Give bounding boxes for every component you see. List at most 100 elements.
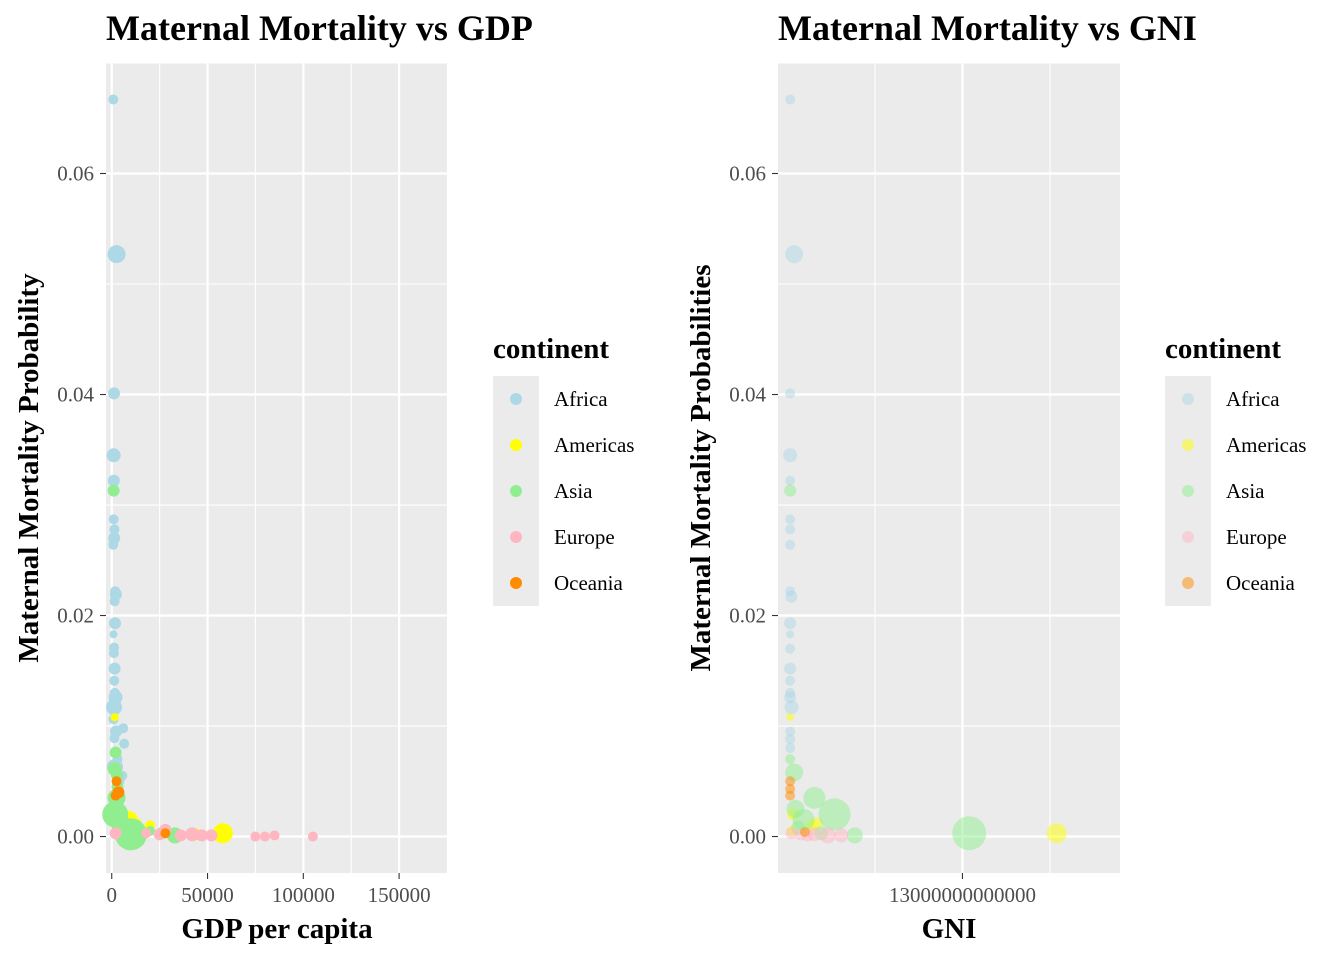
- data-point-africa: [119, 738, 130, 749]
- data-point-africa: [786, 630, 795, 639]
- legend-key-asia: [1182, 485, 1194, 497]
- data-point-africa: [785, 675, 796, 686]
- data-point-europe: [109, 827, 122, 840]
- legend: continent Africa Americas Asia Europe Oceani…: [493, 333, 634, 606]
- data-point-europe: [174, 829, 187, 842]
- legend: continent Africa Americas Asia Europe Oceani…: [1165, 333, 1306, 606]
- data-point-africa: [785, 245, 804, 264]
- legend-title: continent: [1165, 333, 1281, 365]
- data-point-africa: [109, 733, 120, 744]
- legend-key-europe: [1182, 531, 1194, 543]
- data-point-africa: [108, 648, 119, 659]
- data-point-asia: [112, 812, 127, 827]
- x-axis-title: GDP per capita: [181, 913, 373, 945]
- legend-key-asia: [510, 485, 522, 497]
- x-axis-title: GNI: [922, 913, 977, 945]
- legend-label-europe: Europe: [1226, 525, 1287, 549]
- data-point-africa: [785, 643, 796, 654]
- data-point-europe: [269, 830, 280, 841]
- data-point-oceania: [160, 828, 171, 839]
- data-point-africa: [785, 743, 796, 754]
- data-point-asia: [803, 786, 826, 809]
- y-tick-label: 0.06: [57, 162, 94, 186]
- x-tick-label: 50000: [181, 883, 234, 907]
- legend-label-oceania: Oceania: [1226, 571, 1295, 595]
- data-point-africa: [108, 94, 119, 105]
- legend-key-oceania: [510, 577, 522, 589]
- data-point-africa: [785, 475, 796, 486]
- legend-label-europe: Europe: [554, 525, 615, 549]
- data-point-africa: [109, 524, 120, 535]
- data-point-asia: [784, 484, 797, 497]
- data-point-americas: [786, 713, 795, 722]
- data-point-africa: [785, 94, 796, 105]
- data-point-africa: [785, 514, 796, 525]
- axes: 0 50000 100000 150000 0.00 0.02 0.04 0.06: [57, 162, 430, 907]
- legend-title: continent: [493, 333, 609, 365]
- data-point-asia: [818, 798, 851, 831]
- data-point-africa: [107, 245, 126, 264]
- data-point-africa: [785, 590, 798, 603]
- data-point-africa: [785, 726, 796, 737]
- data-point-oceania: [799, 827, 810, 838]
- legend-key-africa: [1182, 393, 1194, 405]
- data-point-oceania: [111, 776, 122, 787]
- data-point-africa: [109, 675, 120, 686]
- data-point-asia: [109, 746, 122, 759]
- data-point-africa: [109, 617, 122, 630]
- y-tick-label: 0.06: [729, 162, 766, 186]
- data-point-africa: [108, 514, 119, 525]
- data-point-europe: [307, 831, 318, 842]
- data-point-africa: [108, 387, 121, 400]
- data-point-europe: [195, 829, 208, 842]
- legend-label-asia: Asia: [1226, 479, 1265, 503]
- y-tick-label: 0.00: [729, 825, 766, 849]
- legend-key-africa: [510, 393, 522, 405]
- data-point-africa: [107, 474, 120, 487]
- data-point-americas: [110, 713, 119, 722]
- legend-key-europe: [510, 531, 522, 543]
- x-tick-label: 100000: [272, 883, 335, 907]
- data-point-asia: [786, 799, 805, 818]
- chart-panel-gni: Maternal Mortality vs GNI 13000000000000…: [685, 8, 1306, 945]
- data-points: [783, 94, 1067, 851]
- y-tick-label: 0.04: [57, 383, 94, 407]
- legend-label-oceania: Oceania: [554, 571, 623, 595]
- legend-label-americas: Americas: [1226, 433, 1306, 457]
- data-point-africa: [785, 524, 796, 535]
- legend-label-americas: Americas: [554, 433, 634, 457]
- data-point-europe: [205, 829, 218, 842]
- data-point-africa: [108, 662, 121, 675]
- legend-label-africa: Africa: [1226, 387, 1280, 411]
- data-point-africa: [109, 630, 118, 639]
- y-tick-label: 0.02: [57, 604, 94, 628]
- plot-background: [778, 63, 1120, 873]
- legend-label-asia: Asia: [554, 479, 593, 503]
- data-point-africa: [784, 691, 797, 704]
- data-point-africa: [785, 539, 796, 550]
- axes: 13000000000000 0.00 0.02 0.04 0.06: [729, 162, 1036, 907]
- x-tick-label: 0: [106, 883, 117, 907]
- data-point-africa: [785, 734, 796, 745]
- chart-title: Maternal Mortality vs GDP: [106, 8, 533, 48]
- data-point-africa: [784, 662, 797, 675]
- data-point-europe: [260, 831, 271, 842]
- chart-title: Maternal Mortality vs GNI: [778, 8, 1197, 48]
- x-tick-label: 13000000000000: [889, 883, 1036, 907]
- data-point-asia: [952, 816, 987, 851]
- data-point-africa: [783, 448, 798, 463]
- data-point-oceania: [110, 790, 121, 801]
- data-point-americas: [1046, 823, 1067, 844]
- legend-key-oceania: [1182, 577, 1194, 589]
- y-tick-label: 0.00: [57, 825, 94, 849]
- data-points: [102, 94, 318, 851]
- data-point-oceania: [785, 776, 796, 787]
- data-point-europe: [185, 827, 200, 842]
- data-point-africa: [784, 617, 797, 630]
- plot-background: [106, 63, 447, 873]
- data-point-africa: [106, 699, 123, 716]
- legend-key-americas: [1182, 439, 1194, 451]
- data-point-oceania: [785, 790, 796, 801]
- data-point-africa: [108, 539, 119, 550]
- data-point-asia: [107, 484, 120, 497]
